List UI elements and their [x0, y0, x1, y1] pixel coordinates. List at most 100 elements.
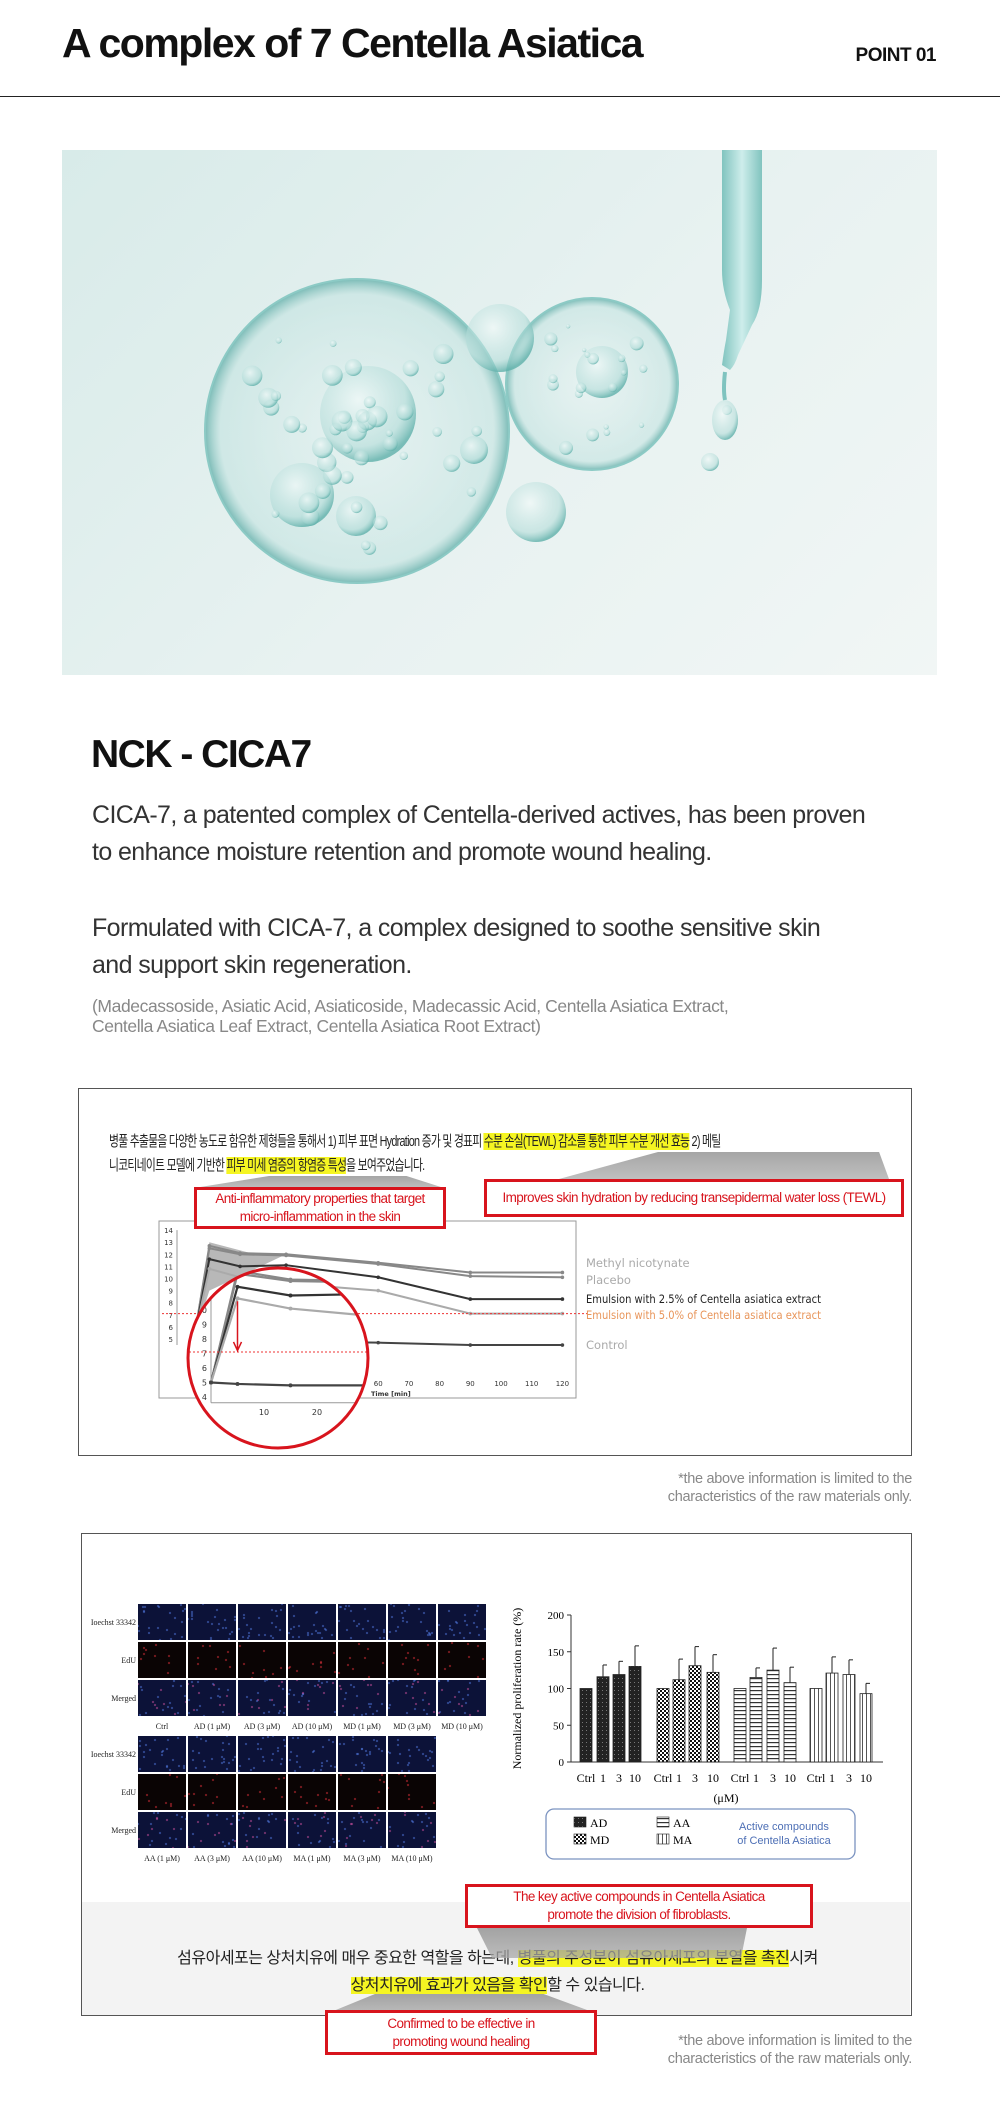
microscopy-cell-image: [138, 1736, 186, 1772]
data-point: [845, 1301, 849, 1305]
bar: [596, 1676, 610, 1763]
legend-label: AD: [590, 1816, 608, 1830]
bubble: [323, 466, 342, 485]
column-label: MA (10 μM): [391, 1854, 433, 1863]
bubble: [311, 437, 333, 459]
microscopy-cell-image: [238, 1680, 286, 1716]
row-label: Merged: [111, 1694, 136, 1703]
study-text-line-1: 병풀 추출물을 다양한 농도로 함유한 제형들을 통해서 1) 피부 표면 Hy…: [109, 1133, 721, 1151]
legend-entry: Emulsion with 5.0% of Centella asiatica …: [586, 1308, 821, 1322]
magnifier-ring: [186, 1266, 370, 1450]
bubble: [638, 422, 645, 428]
microscopy-cell-image: [288, 1812, 336, 1848]
bubble: [559, 440, 573, 455]
bubble: [346, 420, 367, 442]
text-line: characteristics of the raw materials onl…: [667, 2051, 913, 2067]
text-line: promoting wound healing: [392, 2033, 530, 2049]
microscopy-cell-image: [338, 1604, 386, 1640]
microscopy-cell-image: [138, 1774, 186, 1810]
y-tick-label: 11: [164, 1263, 173, 1271]
bubble: [275, 337, 282, 344]
microscopy-cell-image: [438, 1642, 486, 1678]
study-text-line-2: 상처치유에 효과가 있음을 확인할 수 있습니다.: [82, 1971, 913, 1995]
microscopy-cell-image: [238, 1736, 286, 1772]
bubble: [241, 365, 263, 387]
microscopy-cell-image: [288, 1604, 336, 1640]
legend-note: Active compounds: [739, 1821, 829, 1833]
study-text-line-2: 니코티네이트 모델에 기반한 피부 미세 염증의 항염증 특성을 보여주었습니다…: [109, 1157, 425, 1175]
microscopy-cell-image: [288, 1774, 336, 1810]
data-point: [238, 1264, 242, 1269]
bubble: [283, 415, 301, 433]
text-line: *the above information is limited to the: [678, 1471, 912, 1487]
page-title: A complex of 7 Centella Asiatica: [62, 20, 644, 66]
bubble: [617, 354, 626, 363]
bubble: [382, 436, 398, 452]
data-point: [468, 1270, 473, 1275]
x-axis-label: Time [min]: [371, 1390, 411, 1398]
column-label: AA (3 μM): [194, 1854, 230, 1863]
bubble: [443, 454, 461, 472]
tewl-study-panel: 병풀 추출물을 다양한 농도로 함유한 제형들을 통해서 1) 피부 표면 Hy…: [78, 1088, 912, 1456]
bubble: [363, 396, 376, 409]
text-line: Confirmed to be effective in: [387, 2015, 535, 2031]
x-tick-label: 100: [494, 1380, 507, 1388]
microscopy-cell-image: [188, 1736, 236, 1772]
column-label: AA (1 μM): [144, 1854, 180, 1863]
product-description-1: CICA-7, a patented complex of Centella-d…: [92, 797, 866, 871]
data-point: [207, 1267, 212, 1271]
microscopy-cell-image: [188, 1774, 236, 1810]
row-label: EdU: [121, 1656, 136, 1665]
y-tick-label: 10: [164, 1276, 173, 1284]
microscopy-cell-image: [188, 1680, 236, 1716]
y-tick-label: 5: [169, 1336, 173, 1344]
data-point: [288, 1306, 293, 1311]
tewl-callout: Improves skin hydration by reducing tran…: [484, 1179, 904, 1217]
bubble: [639, 364, 648, 373]
x-tick-label: 10: [707, 1771, 719, 1785]
microscopy-cell-image: [288, 1736, 336, 1772]
microscopy-cell-image: [438, 1604, 486, 1640]
y-tick-label: 200: [548, 1610, 565, 1622]
bubble: [331, 410, 353, 432]
data-point: [376, 1340, 381, 1345]
y-tick-label: 14: [164, 1227, 173, 1235]
hydration-line-chart: 5 6 7 8 9 10 11 12 13 14 60 70 80 90 100 110 120 Time [mi…: [158, 1220, 849, 1450]
bar: [783, 1682, 797, 1763]
x-tick-label: Ctrl: [577, 1771, 596, 1785]
zoom-y-tick: 4: [202, 1393, 207, 1402]
bubble: [396, 403, 414, 421]
bubble: [402, 360, 419, 377]
bubble: [434, 371, 445, 382]
header-divider: [0, 96, 1000, 97]
x-tick-label: 120: [556, 1380, 569, 1388]
data-point: [376, 1262, 381, 1266]
x-tick-label: 3: [692, 1771, 698, 1785]
ingredient-list: (Madecassoside, Asiatic Acid, Asiaticosi…: [92, 996, 729, 1036]
y-tick-label: 100: [548, 1684, 565, 1696]
y-tick-label: 12: [164, 1251, 173, 1259]
data-point: [560, 1275, 565, 1280]
point-label: POINT 01: [855, 45, 937, 66]
fibroblast-study-panel: Ioechst 33342 EdU Merged Ctrl AD (1 μM) AD (3…: [81, 1533, 912, 2016]
bubble: [471, 425, 483, 437]
text-line: (Madecassoside, Asiatic Acid, Asiaticosi…: [92, 996, 729, 1016]
shaded-region: [194, 1242, 287, 1339]
y-tick-label: 7: [169, 1312, 173, 1320]
bubble: [620, 369, 627, 376]
x-tick-label: 80: [435, 1380, 444, 1388]
x-tick-label: 1: [600, 1771, 606, 1785]
microscopy-cell-image: [138, 1642, 186, 1678]
bar: [842, 1674, 856, 1763]
data-point: [560, 1297, 565, 1301]
callout-shadow: [194, 1176, 444, 1188]
column-label: AD (10 μM): [291, 1722, 333, 1731]
data-point: [686, 1333, 690, 1337]
legend-swatch: [656, 1816, 670, 1828]
zoom-y-tick: 9: [202, 1321, 207, 1330]
x-tick-label: 70: [404, 1380, 413, 1388]
data-point: [235, 1381, 240, 1386]
bar: [579, 1688, 593, 1763]
microscopy-cell-image: [338, 1642, 386, 1678]
footnote-2: *the above information is limited to the…: [667, 2032, 913, 2068]
